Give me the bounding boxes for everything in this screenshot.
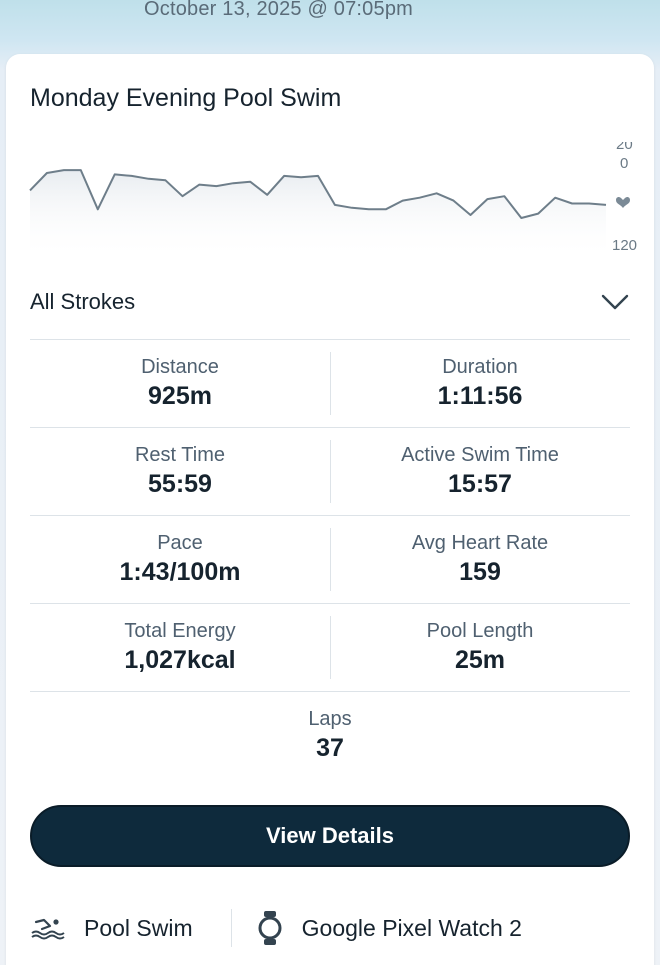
device-label: Google Pixel Watch 2 <box>301 914 522 941</box>
stat-label: Pool Length <box>426 620 534 642</box>
chevron-down-icon[interactable] <box>600 292 630 312</box>
stats-row: Rest Time 55:59 Active Swim Time 15:57 <box>30 427 630 515</box>
stat-value: 15:57 <box>448 470 512 498</box>
workout-card: Monday Evening Pool Swim 20 0 120 All St… <box>6 54 654 965</box>
device-info: Google Pixel Watch 2 <box>258 910 522 946</box>
stat-label: Laps <box>308 708 352 730</box>
heart-rate-line <box>29 169 607 219</box>
stat-value: 1:43/100m <box>119 558 241 586</box>
workout-date: October 13, 2025 @ 07:05pm <box>144 0 413 20</box>
stat-label: Pace <box>157 532 203 554</box>
stat-laps: Laps 37 <box>30 692 630 779</box>
activity-label: Pool Swim <box>84 914 193 941</box>
stroke-filter-label: All Strokes <box>30 289 136 314</box>
stat-value: 159 <box>459 558 501 586</box>
workout-footer: Pool Swim Google Pixel Watch 2 <box>30 906 630 950</box>
stat-pool-length: Pool Length 25m <box>330 604 630 691</box>
stat-label: Duration <box>442 356 518 378</box>
workout-title: Monday Evening Pool Swim <box>30 84 342 112</box>
stat-duration: Duration 1:11:56 <box>330 340 630 427</box>
stat-rest-time: Rest Time 55:59 <box>30 428 330 515</box>
swimmer-icon <box>31 918 65 940</box>
view-details-button[interactable]: View Details <box>30 805 630 867</box>
stat-label: Avg Heart Rate <box>411 532 549 554</box>
y-axis-top-label-2: 0 <box>620 155 628 172</box>
stat-value: 1,027kcal <box>124 646 236 674</box>
stat-label: Total Energy <box>124 620 236 642</box>
watch-icon <box>258 911 282 945</box>
footer-divider <box>230 909 232 947</box>
stats-grid: Distance 925m Duration 1:11:56 Rest Time… <box>30 339 630 779</box>
stat-total-energy: Total Energy 1,027kcal <box>30 604 330 691</box>
stat-pace: Pace 1:43/100m <box>30 516 330 603</box>
stat-distance: Distance 925m <box>30 340 330 427</box>
stat-active-swim-time: Active Swim Time 15:57 <box>330 428 630 515</box>
heart-rate-chart: 20 0 120 <box>28 142 640 262</box>
stat-value: 25m <box>454 646 506 674</box>
stats-row: Laps 37 <box>30 691 630 779</box>
stat-value: 1:11:56 <box>437 382 523 410</box>
stat-label: Distance <box>141 356 219 378</box>
heart-rate-area <box>30 170 606 260</box>
heart-icon <box>616 196 630 208</box>
stat-label: Rest Time <box>134 444 226 466</box>
stat-value: 37 <box>316 734 344 762</box>
stats-row: Distance 925m Duration 1:11:56 <box>30 339 630 427</box>
stats-row: Pace 1:43/100m Avg Heart Rate 159 <box>30 515 630 603</box>
stroke-filter-dropdown[interactable]: All Strokes <box>30 284 630 320</box>
stats-row: Total Energy 1,027kcal Pool Length 25m <box>30 603 630 691</box>
y-axis-top-label-1: 20 <box>616 142 633 153</box>
stat-value: 925m <box>148 382 212 410</box>
heart-rate-chart-svg: 20 0 120 <box>29 142 637 260</box>
stat-avg-heart-rate: Avg Heart Rate 159 <box>330 516 630 603</box>
stat-value: 55:59 <box>148 470 212 498</box>
activity-type: Pool Swim <box>30 915 193 942</box>
y-axis-bottom-label: 120 <box>612 237 637 254</box>
stat-label: Active Swim Time <box>401 444 559 466</box>
